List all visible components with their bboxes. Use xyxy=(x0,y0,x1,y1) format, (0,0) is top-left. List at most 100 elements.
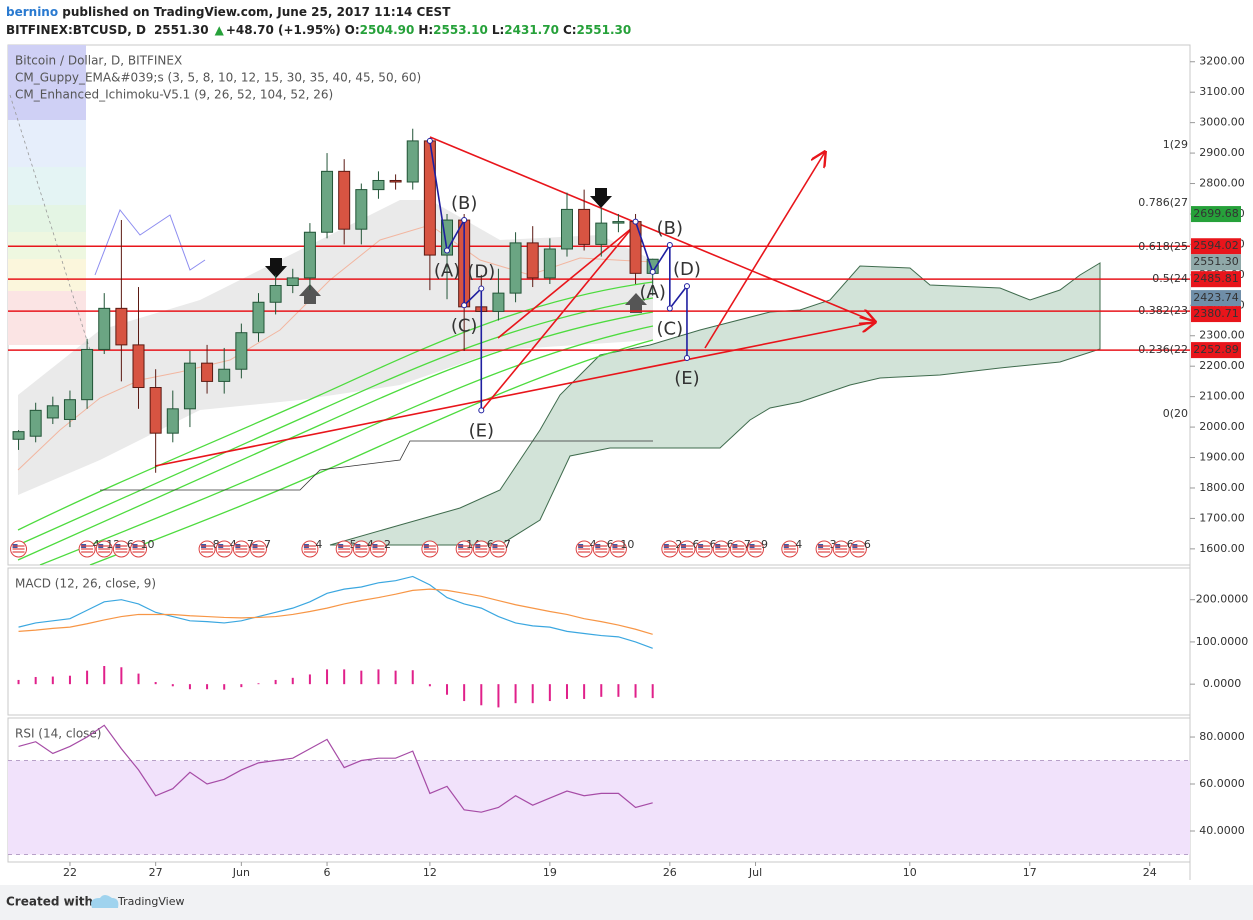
ohlc-value: 2551.30 xyxy=(577,23,632,37)
histogram-bar xyxy=(206,684,209,690)
histogram-bar xyxy=(428,684,431,687)
price-label-bg xyxy=(1191,271,1241,288)
histogram-bar xyxy=(34,676,37,685)
header-line: bernino published on TradingView.com, Ju… xyxy=(6,5,451,19)
wave-label: (B) xyxy=(451,193,477,214)
event-count: 6 xyxy=(864,538,871,551)
event-icon: 2 xyxy=(369,538,391,558)
price-label-bg xyxy=(1191,290,1241,307)
fib-label: 0(20 xyxy=(1163,407,1188,420)
wave-point xyxy=(666,305,673,312)
event-count: 7 xyxy=(744,538,751,551)
series-line xyxy=(18,575,653,649)
candle-body xyxy=(509,242,522,294)
price-label-bg xyxy=(1191,254,1241,271)
y-tick-label: 2900.00 xyxy=(1199,146,1245,159)
event-icon: 4 xyxy=(575,538,597,558)
histogram-bar xyxy=(497,684,500,708)
event-icon: 4 xyxy=(215,538,237,558)
wave-line xyxy=(634,221,688,358)
event-count: 2 xyxy=(675,538,682,551)
candle-body xyxy=(29,409,42,437)
last: 2551.30 xyxy=(154,23,209,37)
x-tick-label: 26 xyxy=(663,866,677,879)
event-count: 4 xyxy=(93,538,100,551)
event-icon: 7 xyxy=(489,538,511,558)
event-icon: 6 xyxy=(592,538,614,558)
indicator-label: CM_Enhanced_Ichimoku-V5.1 (9, 26, 52, 10… xyxy=(15,88,333,102)
candle-body xyxy=(560,208,573,250)
y-tick-label: 3100.00 xyxy=(1199,85,1245,98)
histogram-bar xyxy=(154,682,157,685)
candle-body xyxy=(183,362,196,410)
event-icon: 6 xyxy=(849,538,871,558)
y-tick-label: 2200.00 xyxy=(1199,359,1245,372)
panel-title: RSI (14, close) xyxy=(15,727,101,741)
event-count: 6 xyxy=(487,538,494,551)
event-icon: 8 xyxy=(198,538,220,558)
y-tick-label: 2100.00 xyxy=(1199,390,1245,403)
x-tick-label: 10 xyxy=(903,866,917,879)
symbol: BITFINEX:BTCUSD, D xyxy=(6,23,146,37)
histogram-bar xyxy=(531,684,534,704)
event-count: 6 xyxy=(710,538,717,551)
candle-body xyxy=(492,292,505,312)
wave-point xyxy=(478,285,485,292)
event-icon: 4 xyxy=(301,538,322,558)
indicator-label: CM_Guppy_EMA&#039;s (3, 5, 8, 10, 12, 15… xyxy=(15,71,421,85)
histogram-bar xyxy=(463,684,466,702)
candle-body xyxy=(115,307,128,346)
panel-title: Bitcoin / Dollar, D, BITFINEX xyxy=(15,54,182,68)
histogram-bar xyxy=(68,675,71,685)
histogram-bar xyxy=(600,684,603,697)
ohlc-value: 2431.70 xyxy=(504,23,559,37)
background xyxy=(0,0,1253,885)
candle-body xyxy=(321,170,334,233)
price-label: 2252.89 xyxy=(1193,343,1239,356)
y-tick-label: 2300.00 xyxy=(1199,329,1245,342)
histogram-bar xyxy=(514,684,517,704)
candle-body xyxy=(526,242,539,279)
event-count: 6 xyxy=(727,538,734,551)
x-tick-label: 17 xyxy=(1023,866,1037,879)
wave-point xyxy=(461,217,468,224)
candle-body xyxy=(629,221,642,274)
candle-body xyxy=(389,179,402,183)
y-tick-label: 40.0000 xyxy=(1199,824,1245,837)
histogram-bar xyxy=(257,683,260,685)
event-count: 6 xyxy=(847,538,854,551)
ohlc-label: L: xyxy=(492,23,504,37)
wave-line xyxy=(429,140,483,411)
candle-body xyxy=(81,348,94,401)
footer-text: Created with xyxy=(6,895,93,909)
wave-label: (A) xyxy=(640,282,666,303)
candle-body xyxy=(578,208,591,245)
wave-label: (C) xyxy=(657,318,684,339)
event-count: 2 xyxy=(384,538,391,551)
change: +48.70 (+1.95%) xyxy=(226,23,341,37)
event-count: 6 xyxy=(692,538,699,551)
event-count: 4 xyxy=(230,538,237,551)
candle-body xyxy=(355,189,368,230)
ohlc-label: O: xyxy=(345,23,360,37)
wave-point xyxy=(461,302,468,309)
event-icon: 7 xyxy=(232,538,254,558)
candle-body xyxy=(338,170,351,230)
histogram-bar xyxy=(360,670,363,685)
event-count: 7 xyxy=(504,538,511,551)
candle-body xyxy=(423,140,436,256)
candle-body xyxy=(98,307,111,350)
histogram-bar xyxy=(188,684,191,690)
candle-body xyxy=(132,344,145,389)
wave-label: (B) xyxy=(657,218,683,239)
event-icon: 7 xyxy=(249,538,271,558)
candle-body xyxy=(252,301,265,334)
histogram-bar xyxy=(634,684,637,698)
fib-label: 1(29 xyxy=(1163,138,1188,151)
y-tick-label: 80.0000 xyxy=(1199,730,1245,743)
event-icon: 6 xyxy=(112,538,134,558)
candle-body xyxy=(406,140,419,183)
event-icon: 6 xyxy=(472,538,494,558)
histogram-bar xyxy=(394,670,397,685)
